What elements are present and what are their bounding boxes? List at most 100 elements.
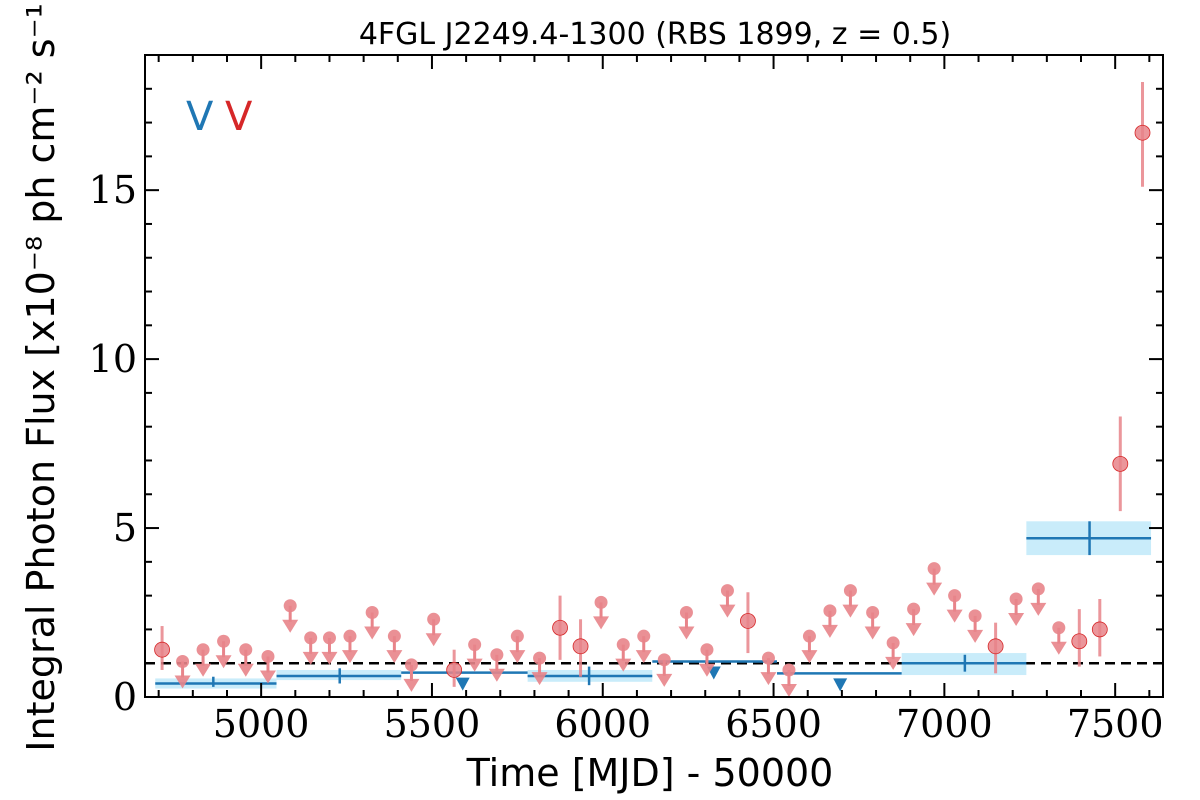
flux-point xyxy=(1112,455,1129,472)
axes xyxy=(144,54,1164,698)
upper-limit-marker xyxy=(510,629,524,643)
upper-limit-arrow xyxy=(864,626,881,640)
upper-limit-arrow xyxy=(760,672,777,686)
upper-limit-arrow xyxy=(635,650,652,664)
y-axis-label: Integral Photon Flux [x10⁻⁸ ph cm⁻² s⁻¹] xyxy=(19,0,63,752)
upper-limit-marker xyxy=(490,648,504,662)
upper-limit-arrow xyxy=(698,663,715,677)
upper-limit-arrow xyxy=(425,633,442,647)
upper-limit-arrow xyxy=(174,675,191,689)
daily-flux-series xyxy=(154,82,1151,697)
axis-ticks: 5000 5500 6000 6500 7000 7500 0 5 10 15 xyxy=(89,55,1164,746)
annotation-red-v: V xyxy=(225,94,253,140)
upper-limit-marker xyxy=(761,651,775,665)
chart-title: 4FGL J2249.4-1300 (RBS 1899, z = 0.5) xyxy=(359,17,951,52)
upper-limit-marker xyxy=(616,638,630,652)
upper-limit-marker xyxy=(283,599,297,613)
upper-limit-marker xyxy=(968,609,982,623)
upper-limit-arrow xyxy=(1008,613,1025,627)
upper-limit-marker xyxy=(304,631,318,645)
upper-limit-arrow xyxy=(615,658,632,672)
annotation-blue-v: V xyxy=(186,94,214,140)
upper-limit-marker xyxy=(782,663,796,677)
upper-limit-marker xyxy=(927,562,941,576)
flux-point xyxy=(1071,633,1088,650)
plot-frame xyxy=(144,54,1164,698)
upper-limit-marker xyxy=(196,643,210,657)
upper-limit-marker xyxy=(1031,582,1045,596)
upper-limit-arrow xyxy=(302,651,319,665)
upper-limit-marker xyxy=(427,612,441,626)
upper-limit-marker xyxy=(720,584,734,598)
upper-limit-marker xyxy=(239,643,253,657)
upper-limit-arrow xyxy=(967,629,984,643)
flux-point xyxy=(1134,124,1151,141)
upper-limit-arrow xyxy=(593,616,610,630)
upper-limit-marker xyxy=(387,629,401,643)
x-tick-label: 7500 xyxy=(1067,702,1164,746)
upper-limit-marker xyxy=(594,595,608,609)
y-tick-label: 15 xyxy=(89,168,137,212)
x-tick-label: 5000 xyxy=(213,702,310,746)
upper-limit-arrow xyxy=(259,670,276,684)
upper-limit-arrow xyxy=(842,604,859,618)
upper-limit-arrow xyxy=(403,678,420,692)
flux-point xyxy=(552,619,568,636)
upper-limit-arrow xyxy=(509,650,526,664)
upper-limit-marker xyxy=(365,606,379,620)
x-tick-label: 6500 xyxy=(725,702,822,746)
upper-limit-arrow xyxy=(321,651,338,665)
upper-limit-arrow xyxy=(926,582,943,596)
upper-limit-marker xyxy=(637,629,651,643)
upper-limit-arrow xyxy=(195,663,212,677)
upper-limit-arrow xyxy=(237,663,254,677)
upper-limit-marker xyxy=(657,653,671,667)
upper-limit-marker xyxy=(679,606,693,620)
x-tick-label: 5500 xyxy=(384,702,481,746)
upper-limit-marker xyxy=(802,629,816,643)
upper-limit-marker xyxy=(343,629,357,643)
flux-point xyxy=(154,641,170,658)
upper-limit-arrow xyxy=(678,626,695,640)
x-axis-label: Time [MJD] - 50000 xyxy=(466,751,834,795)
x-tick-label: 7000 xyxy=(896,702,993,746)
flux-point xyxy=(1091,621,1108,638)
upper-limit-marker xyxy=(176,655,190,669)
bin-upper-limit-arrow xyxy=(833,678,848,692)
upper-limit-marker xyxy=(261,649,275,663)
upper-limit-arrow xyxy=(885,656,902,670)
upper-limit-arrow xyxy=(531,672,548,686)
upper-limit-marker xyxy=(533,651,547,665)
upper-limit-arrow xyxy=(1050,641,1067,655)
upper-limit-arrow xyxy=(466,658,483,672)
upper-limit-marker xyxy=(866,606,880,620)
upper-limit-arrow xyxy=(488,668,505,682)
upper-limit-marker xyxy=(907,602,921,616)
upper-limit-marker xyxy=(948,589,962,603)
upper-limit-arrow xyxy=(656,673,673,687)
binned-flux-series xyxy=(155,521,1152,692)
upper-limit-arrow xyxy=(801,650,818,664)
upper-limit-marker xyxy=(886,636,900,650)
upper-limit-arrow xyxy=(780,683,797,697)
upper-limit-marker xyxy=(1052,621,1066,635)
bin-upper-limit-arrow xyxy=(455,677,470,691)
upper-limit-arrow xyxy=(946,609,963,623)
upper-limit-marker xyxy=(843,584,857,598)
upper-limit-marker xyxy=(404,658,418,672)
x-tick-label: 6000 xyxy=(554,702,651,746)
upper-limit-marker xyxy=(823,604,837,618)
upper-limit-arrow xyxy=(821,624,838,638)
upper-limit-arrow xyxy=(1030,602,1047,616)
upper-limit-arrow xyxy=(341,650,358,664)
upper-limit-arrow xyxy=(905,623,922,637)
upper-limit-marker xyxy=(322,631,336,645)
upper-limit-arrow xyxy=(282,619,299,633)
y-tick-label: 10 xyxy=(89,337,137,381)
flux-point xyxy=(740,613,756,629)
upper-limit-arrow xyxy=(386,650,403,664)
y-tick-label: 5 xyxy=(113,506,137,550)
upper-limit-arrow xyxy=(719,604,736,618)
annotations: V V xyxy=(186,94,253,140)
